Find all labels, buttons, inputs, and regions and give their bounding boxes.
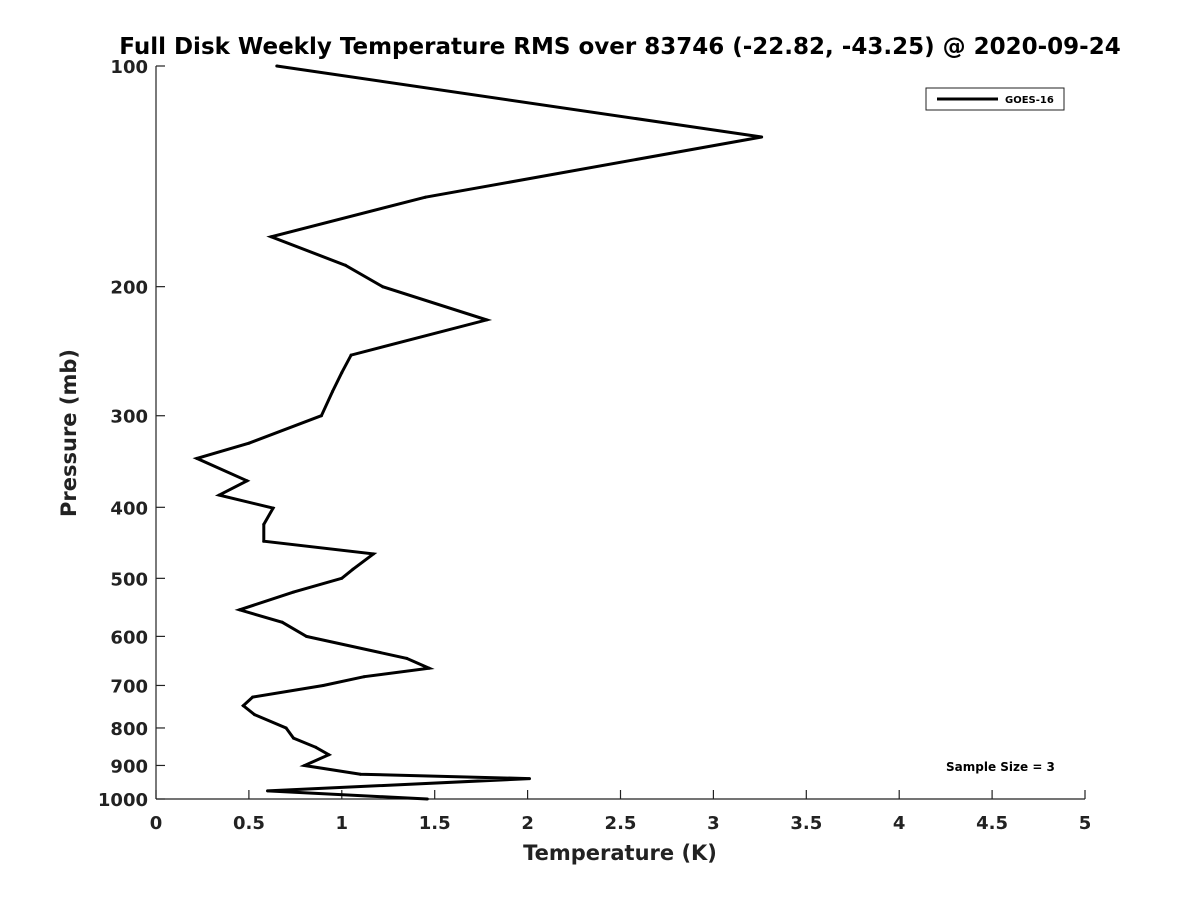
data-point [528, 777, 531, 781]
data-point [405, 656, 409, 660]
y-tick-label: 800 [110, 719, 148, 740]
data-point [195, 456, 199, 460]
y-tick-label: 200 [110, 278, 148, 299]
data-point [262, 539, 266, 543]
data-point [344, 263, 347, 267]
x-tick-label: 4.5 [976, 813, 1008, 834]
data-point [275, 64, 279, 68]
legend: GOES-16 [925, 87, 1065, 111]
data-point [217, 493, 221, 497]
data-point [485, 318, 489, 322]
data-point [253, 713, 256, 717]
y-tick-label: 900 [110, 756, 148, 777]
x-tick-label: 5 [1079, 813, 1092, 834]
x-tick-label: 1.5 [419, 813, 451, 834]
x-tick-label: 2.5 [605, 813, 637, 834]
data-point [423, 195, 427, 199]
data-point [349, 353, 353, 357]
y-tick-label: 600 [110, 627, 148, 648]
y-axis-label: Pressure (mb) [57, 349, 81, 517]
y-tick-label: 1000 [98, 790, 148, 811]
data-point [319, 414, 323, 418]
data-point [321, 684, 325, 687]
y-ticks: 100 200 300 400 500 600 700 800 900 1000 [98, 57, 165, 811]
data-point [241, 704, 245, 708]
data-point [362, 675, 366, 679]
sample-size-annotation: Sample Size = 3 [946, 760, 1055, 774]
x-ticks: 0 0.5 1 1.5 2 2.5 3 3.5 4 4.5 5 [150, 790, 1092, 834]
x-tick-label: 0 [150, 813, 163, 834]
data-point [358, 772, 362, 776]
x-tick-label: 3 [707, 813, 720, 834]
data-point [266, 789, 269, 793]
x-tick-label: 3.5 [790, 813, 822, 834]
data-point [371, 552, 375, 556]
x-tick-label: 1 [336, 813, 349, 834]
data-point [427, 666, 431, 670]
data-point [251, 695, 255, 699]
data-point [327, 753, 331, 757]
y-tick-label: 700 [110, 676, 148, 697]
data-point [425, 797, 429, 801]
legend-entry-goes-16: GOES-16 [1005, 95, 1054, 106]
data-point [269, 235, 273, 239]
data-point [262, 522, 266, 526]
data-point [351, 567, 355, 571]
x-tick-label: 4 [893, 813, 906, 834]
data-point [331, 390, 334, 393]
x-tick-label: 2 [521, 813, 534, 834]
data-point [238, 608, 242, 612]
data-point [280, 620, 284, 624]
x-tick-label: 0.5 [233, 813, 265, 834]
data-point [314, 745, 318, 749]
series-points [195, 64, 764, 801]
y-tick-label: 300 [110, 407, 148, 428]
data-point [292, 590, 295, 594]
data-point [305, 634, 308, 638]
y-tick-label: 400 [110, 498, 148, 519]
data-point [245, 479, 249, 483]
data-point [284, 726, 288, 730]
data-point [340, 576, 344, 580]
chart-title: Full Disk Weekly Temperature RMS over 83… [119, 34, 1121, 60]
data-point [760, 135, 764, 139]
x-axis-label: Temperature (K) [523, 841, 717, 865]
data-point [303, 764, 307, 767]
data-point [381, 285, 385, 289]
data-point [340, 371, 344, 375]
data-point [271, 506, 275, 510]
data-point [292, 736, 295, 740]
y-tick-label: 100 [110, 57, 148, 78]
y-tick-label: 500 [110, 569, 148, 590]
data-point [247, 441, 251, 445]
